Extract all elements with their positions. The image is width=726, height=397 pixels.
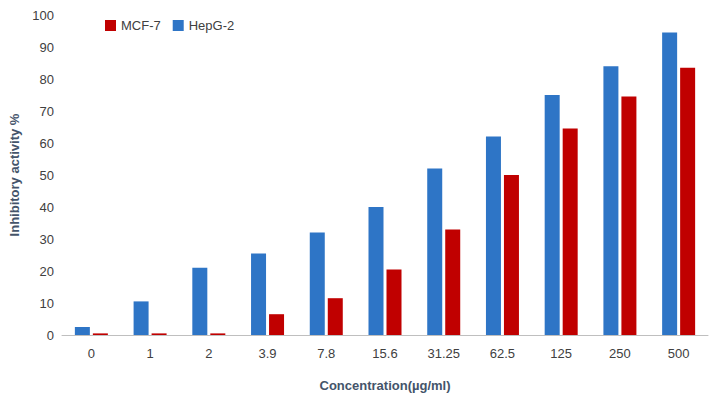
- svg-text:0: 0: [47, 328, 54, 343]
- svg-text:Concentration(µg/ml): Concentration(µg/ml): [320, 378, 451, 393]
- svg-text:MCF-7: MCF-7: [121, 18, 161, 33]
- svg-text:60: 60: [40, 136, 54, 151]
- svg-text:20: 20: [40, 264, 54, 279]
- svg-text:62.5: 62.5: [490, 346, 515, 361]
- svg-text:50: 50: [40, 168, 54, 183]
- svg-text:10: 10: [40, 296, 54, 311]
- svg-text:31.25: 31.25: [427, 346, 460, 361]
- svg-text:500: 500: [668, 346, 690, 361]
- svg-text:3.9: 3.9: [259, 346, 277, 361]
- svg-text:Inhibitory activity %: Inhibitory activity %: [7, 113, 22, 236]
- svg-text:70: 70: [40, 104, 54, 119]
- svg-text:1: 1: [146, 346, 153, 361]
- svg-text:90: 90: [40, 40, 54, 55]
- svg-text:40: 40: [40, 200, 54, 215]
- svg-text:30: 30: [40, 232, 54, 247]
- svg-text:0: 0: [88, 346, 95, 361]
- svg-text:80: 80: [40, 72, 54, 87]
- svg-text:100: 100: [32, 8, 54, 23]
- svg-text:15.6: 15.6: [372, 346, 397, 361]
- svg-text:2: 2: [205, 346, 212, 361]
- svg-text:HepG-2: HepG-2: [189, 18, 235, 33]
- svg-text:125: 125: [550, 346, 572, 361]
- svg-text:7.8: 7.8: [317, 346, 335, 361]
- svg-text:250: 250: [609, 346, 631, 361]
